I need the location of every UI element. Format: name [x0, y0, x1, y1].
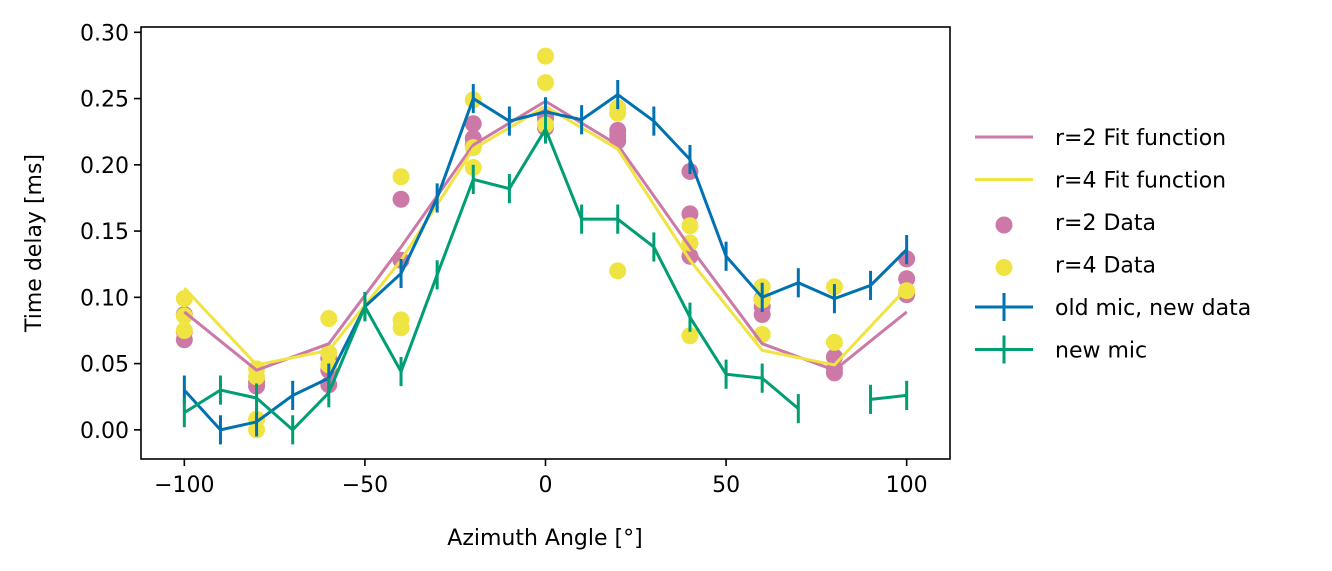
- r4-data-point: [609, 262, 627, 280]
- legend-new-mic-label: new mic: [1055, 339, 1147, 364]
- r2-data-point: [392, 190, 410, 208]
- r2-data-point: [609, 121, 627, 139]
- new-mic-line: [870, 393, 907, 401]
- r4-data-point: [825, 333, 843, 351]
- y-tick-label: 0.20: [80, 154, 129, 179]
- r2-data-point: [681, 205, 699, 223]
- y-tick-label: 0.05: [80, 353, 129, 378]
- legend-r2-data-label: r=2 Data: [1055, 211, 1156, 236]
- r4-data-point: [537, 74, 554, 92]
- legend-old-mic-label: old mic, new data: [1055, 296, 1251, 321]
- y-tick-label: 0.00: [80, 419, 129, 444]
- legend-r2-fit-label: r=2 Fit function: [1055, 126, 1226, 151]
- r4-data-point: [681, 217, 699, 235]
- r4-data-point: [175, 307, 193, 325]
- r4-data-point: [175, 321, 193, 339]
- r4-data-point: [681, 327, 699, 345]
- r4-data-point: [537, 47, 554, 65]
- r4-data-point: [898, 282, 916, 300]
- new-mic-line: [183, 125, 800, 432]
- x-tick-label: 0: [539, 473, 553, 498]
- y-tick-label: 0.30: [80, 21, 129, 46]
- y-tick-label: 0.25: [80, 88, 129, 113]
- x-tick-label: −100: [154, 473, 214, 498]
- r4-data-point: [392, 168, 410, 186]
- x-tick-label: 50: [712, 473, 740, 498]
- legend-r4-data-label: r=4 Data: [1055, 254, 1156, 279]
- y-axis-label: Time delay [ms]: [22, 154, 47, 333]
- x-axis: −100 −50 0 50 100: [154, 459, 928, 498]
- r4-data-point: [392, 311, 410, 329]
- x-axis-label: Azimuth Angle [°]: [447, 526, 642, 551]
- r2-data-point: [898, 270, 916, 288]
- r2-data-point: [464, 115, 482, 133]
- y-tick-label: 0.15: [80, 220, 129, 245]
- x-tick-label: −50: [342, 473, 388, 498]
- legend-r2-data-marker: [995, 216, 1013, 234]
- y-tick-label: 0.10: [80, 286, 129, 311]
- x-tick-label: 100: [886, 473, 928, 498]
- legend-r4-data-marker: [995, 259, 1013, 276]
- r4-data-point: [320, 344, 338, 362]
- y-axis: 0.00 0.05 0.10 0.15 0.20 0.25 0.30: [80, 21, 141, 444]
- legend: r=2 Fit function r=4 Fit function r=2 Data…: [975, 126, 1251, 364]
- r4-data-point: [320, 310, 338, 328]
- plot-area: [175, 47, 916, 445]
- legend-r4-fit-label: r=4 Fit function: [1055, 169, 1226, 194]
